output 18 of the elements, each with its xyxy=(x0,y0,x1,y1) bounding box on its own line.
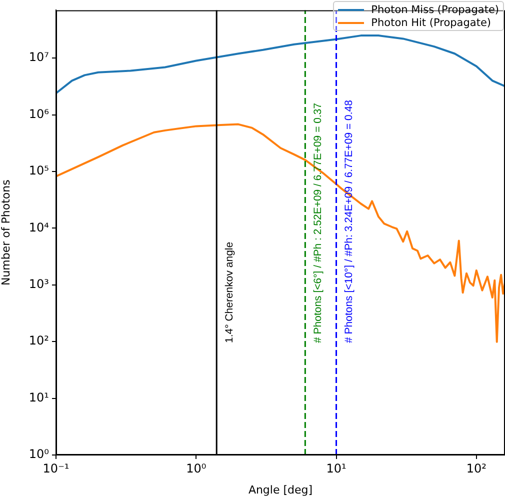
x-tick-label: 10⁻¹ xyxy=(42,461,70,476)
y-tick-label: 10¹ xyxy=(28,390,50,404)
y-tick-label: 10⁷ xyxy=(28,50,50,64)
y-tick-label: 10⁵ xyxy=(28,164,50,178)
ref-line-label: # Photons [<6°] / #Ph : 2.52E+09 / 6.77E+09 = 0.37 xyxy=(312,102,324,343)
x-tick-label: 10² xyxy=(466,461,487,476)
legend-label: Photon Hit (Propagate) xyxy=(371,16,492,28)
x-tick-label: 10⁰ xyxy=(186,461,206,476)
y-axis-title: Number of Photons xyxy=(0,179,12,286)
y-tick-label: 10² xyxy=(28,334,50,348)
ref-line-label: # Photons [<10°] / #Ph: 3.24E+09 / 6.77E+09 = 0.48 xyxy=(343,100,356,343)
ref-line-label: 1.4° Cherenkov angle xyxy=(224,242,236,343)
x-tick-label: 10¹ xyxy=(326,461,346,476)
y-tick-label: 10⁶ xyxy=(28,106,50,121)
y-tick-label: 10⁴ xyxy=(28,220,50,234)
y-tick-label: 10³ xyxy=(28,277,50,292)
y-tick-label: 10⁰ xyxy=(28,447,50,462)
x-axis-title: Angle [deg] xyxy=(248,483,313,496)
